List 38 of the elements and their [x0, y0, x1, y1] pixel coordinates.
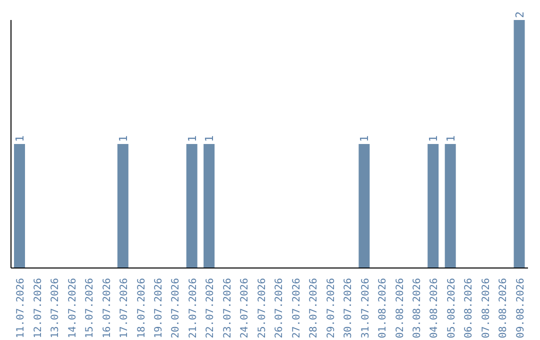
data-label: 1	[203, 135, 216, 142]
x-tick-label: 28.07.2026	[308, 278, 320, 338]
x-tick-label: 19.07.2026	[153, 278, 164, 338]
data-label: 1	[116, 135, 130, 142]
x-tick-label: 29.07.2026	[326, 278, 337, 338]
x-tick-label: 17.07.2026	[119, 278, 130, 338]
data-label: 1	[358, 135, 372, 142]
x-tick-label: 14.07.2026	[67, 278, 78, 338]
x-tick-label: 31.07.2026	[360, 278, 372, 338]
x-tick-label: 26.07.2026	[274, 278, 286, 338]
x-tick-label: 23.07.2026	[222, 278, 234, 338]
data-label: 2	[513, 11, 526, 18]
x-tick-label: 15.07.2026	[84, 278, 96, 338]
x-tick-label: 12.07.2026	[32, 278, 44, 338]
x-tick-label: 16.07.2026	[102, 278, 113, 338]
x-tick-label: 09.08.2026	[515, 278, 526, 338]
x-tick-label: 06.08.2026	[464, 278, 475, 338]
x-tick-label: 01.08.2026	[378, 278, 389, 338]
data-label: 1	[186, 135, 199, 142]
data-label: 1	[427, 135, 440, 142]
x-tick-label: 05.08.2026	[446, 278, 458, 338]
x-tick-label: 27.07.2026	[291, 278, 302, 338]
x-tick-label: 30.07.2026	[343, 278, 354, 338]
data-label: 1	[444, 135, 458, 142]
x-tick-label: 22.07.2026	[205, 278, 216, 338]
x-tick-label: 11.07.2026	[16, 278, 27, 338]
x-tick-label: 21.07.2026	[188, 278, 199, 338]
x-tick-label: 07.08.2026	[480, 278, 492, 338]
x-tick-label: 24.07.2026	[240, 278, 251, 338]
x-tick-label: 04.08.2026	[429, 278, 440, 338]
x-tick-label: 02.08.2026	[394, 278, 406, 338]
x-tick-label: 20.07.2026	[170, 278, 182, 338]
x-tick-label: 13.07.2026	[50, 278, 62, 338]
x-tick-label: 08.08.2026	[498, 278, 510, 338]
x-tick-label: 18.07.2026	[136, 278, 148, 338]
data-label: 1	[14, 135, 26, 142]
x-tick-label: 25.07.2026	[256, 278, 268, 338]
x-tick-label: 03.08.2026	[412, 278, 423, 338]
